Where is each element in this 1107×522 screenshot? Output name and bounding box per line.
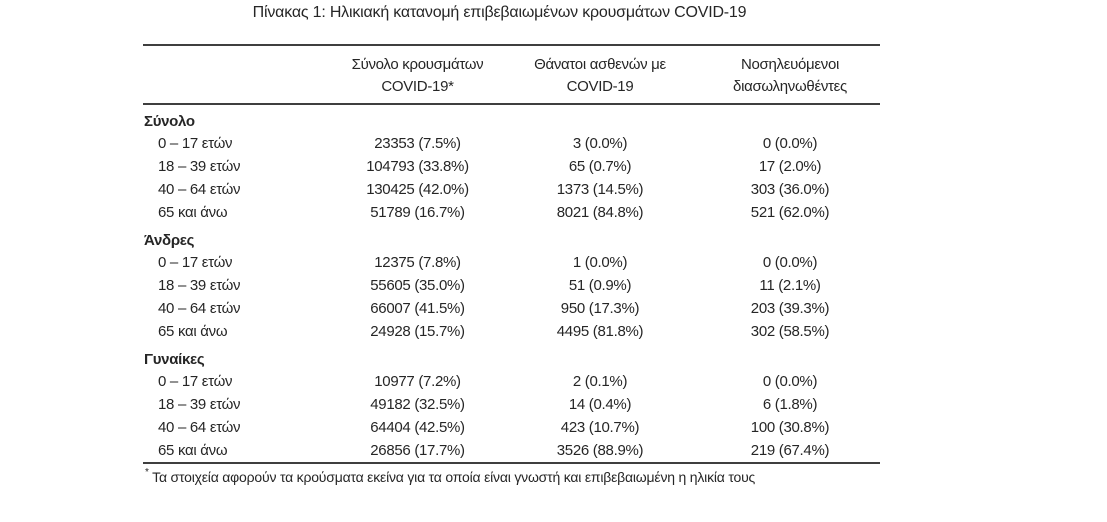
cases-value: 55605 (35.0%): [370, 277, 465, 294]
footnote-marker: *: [145, 467, 149, 478]
age-group-label: 0 – 17 ετών: [158, 135, 233, 152]
age-group-label: 65 και άνω: [158, 323, 228, 340]
table-row: 18 – 39 ετών 55605 (35.0%) 51 (0.9%) 11 (2.…: [143, 274, 880, 297]
covid-age-table-wrap: Σύνολο κρουσμάτων COVID-19* Θάνατοι ασθε…: [143, 44, 880, 485]
intubated-value: 0 (0.0%): [762, 254, 818, 271]
intubated-value: 303 (36.0%): [750, 181, 830, 198]
table-row: 0 – 17 ετών 10977 (7.2%) 2 (0.1%) 0 (0.0%): [143, 370, 880, 393]
intubated-value: 100 (30.8%): [750, 419, 830, 436]
cases-value: 66007 (41.5%): [370, 300, 465, 317]
cases-value: 49182 (32.5%): [370, 396, 465, 413]
table-row: 18 – 39 ετών 104793 (33.8%) 65 (0.7%) 17 (2…: [143, 155, 880, 178]
cases-value: 104793 (33.8%): [366, 158, 469, 175]
age-group-label: 65 και άνω: [158, 442, 228, 459]
intubated-value: 11 (2.1%): [759, 277, 821, 294]
col-header-empty: [143, 45, 335, 105]
col-header-cases-line1: Σύνολο κρουσμάτων: [351, 56, 484, 73]
table-row: 0 – 17 ετών 12375 (7.8%) 1 (0.0%) 0 (0.0%): [143, 251, 880, 274]
deaths-value: 3526 (88.9%): [556, 442, 644, 459]
cases-value: 64404 (42.5%): [370, 419, 465, 436]
table-row: 40 – 64 ετών 130425 (42.0%) 1373 (14.5%) 30…: [143, 178, 880, 201]
table-row: 65 και άνω 26856 (17.7%) 3526 (88.9%) 219 (…: [143, 439, 880, 463]
age-group-label: 40 – 64 ετών: [158, 419, 241, 436]
deaths-value: 1373 (14.5%): [556, 181, 644, 198]
deaths-value: 65 (0.7%): [568, 158, 632, 175]
col-header-cases: Σύνολο κρουσμάτων COVID-19*: [335, 45, 500, 105]
table-row: 65 και άνω 24928 (15.7%) 4495 (81.8%) 302 (…: [143, 320, 880, 343]
age-group-label: 0 – 17 ετών: [158, 373, 233, 390]
age-group-label: 18 – 39 ετών: [158, 396, 241, 413]
table-row: 40 – 64 ετών 66007 (41.5%) 950 (17.3%) 203 …: [143, 297, 880, 320]
cases-value: 23353 (7.5%): [374, 135, 461, 152]
cases-value: 51789 (16.7%): [370, 204, 465, 221]
cases-value: 12375 (7.8%): [374, 254, 461, 271]
col-header-cases-line2: COVID-19*: [381, 78, 454, 95]
covid-age-table: Σύνολο κρουσμάτων COVID-19* Θάνατοι ασθε…: [143, 44, 880, 464]
intubated-value: 203 (39.3%): [750, 300, 830, 317]
cases-value: 24928 (15.7%): [370, 323, 465, 340]
cases-value: 10977 (7.2%): [374, 373, 461, 390]
deaths-value: 8021 (84.8%): [556, 204, 644, 221]
footnote: * Τα στοιχεία αφορούν τα κρούσματα εκείν…: [143, 467, 880, 486]
section-row: Γυναίκες: [143, 343, 880, 370]
table-row: 18 – 39 ετών 49182 (32.5%) 14 (0.4%) 6 (1.8…: [143, 393, 880, 416]
table-row: 0 – 17 ετών 23353 (7.5%) 3 (0.0%) 0 (0.0%): [143, 132, 880, 155]
age-group-label: 18 – 39 ετών: [158, 277, 241, 294]
intubated-value: 219 (67.4%): [750, 442, 830, 459]
section-row: Σύνολο: [143, 104, 880, 132]
section-label: Άνδρες: [144, 232, 195, 249]
age-group-label: 40 – 64 ετών: [158, 300, 241, 317]
col-header-intubated-line2: διασωληνωθέντες: [733, 78, 847, 95]
col-header-intubated-line1: Νοσηλευόμενοι: [740, 56, 840, 73]
intubated-value: 0 (0.0%): [762, 135, 818, 152]
intubated-value: 302 (58.5%): [750, 323, 830, 340]
table-header: Σύνολο κρουσμάτων COVID-19* Θάνατοι ασθε…: [143, 45, 880, 105]
deaths-value: 950 (17.3%): [560, 300, 640, 317]
intubated-value: 17 (2.0%): [758, 158, 822, 175]
cases-value: 130425 (42.0%): [366, 181, 469, 198]
deaths-value: 423 (10.7%): [560, 419, 640, 436]
deaths-value: 14 (0.4%): [568, 396, 632, 413]
age-group-label: 0 – 17 ετών: [158, 254, 233, 271]
deaths-value: 1 (0.0%): [572, 254, 628, 271]
deaths-value: 3 (0.0%): [572, 135, 628, 152]
table-row: 65 και άνω 51789 (16.7%) 8021 (84.8%) 521 (…: [143, 201, 880, 224]
age-group-label: 65 και άνω: [158, 204, 228, 221]
section-row: Άνδρες: [143, 224, 880, 251]
deaths-value: 51 (0.9%): [568, 277, 632, 294]
table-body: Σύνολο 0 – 17 ετών 23353 (7.5%) 3 (0.0%) 0 (…: [143, 104, 880, 463]
cases-value: 26856 (17.7%): [370, 442, 465, 459]
section-label: Σύνολο: [144, 113, 195, 130]
table-caption: Πίνακας 1: Ηλικιακή κατανομή επιβεβαιωμέ…: [252, 4, 747, 21]
deaths-value: 2 (0.1%): [572, 373, 628, 390]
col-header-deaths-line2: COVID-19: [566, 78, 634, 95]
age-group-label: 18 – 39 ετών: [158, 158, 241, 175]
intubated-value: 6 (1.8%): [762, 396, 818, 413]
deaths-value: 4495 (81.8%): [556, 323, 644, 340]
col-header-deaths: Θάνατοι ασθενών με COVID-19: [500, 45, 700, 105]
intubated-value: 521 (62.0%): [750, 204, 830, 221]
col-header-deaths-line1: Θάνατοι ασθενών με: [534, 56, 666, 73]
col-header-intubated: Νοσηλευόμενοι διασωληνωθέντες: [700, 45, 880, 105]
footnote-text: Τα στοιχεία αφορούν τα κρούσματα εκείνα …: [152, 469, 756, 485]
intubated-value: 0 (0.0%): [762, 373, 818, 390]
section-label: Γυναίκες: [144, 351, 205, 368]
age-group-label: 40 – 64 ετών: [158, 181, 241, 198]
table-row: 40 – 64 ετών 64404 (42.5%) 423 (10.7%) 100 …: [143, 416, 880, 439]
